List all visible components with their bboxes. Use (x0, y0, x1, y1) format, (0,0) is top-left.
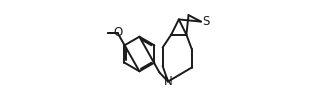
Text: O: O (113, 26, 122, 39)
Text: N: N (164, 75, 172, 88)
Text: S: S (202, 15, 210, 28)
